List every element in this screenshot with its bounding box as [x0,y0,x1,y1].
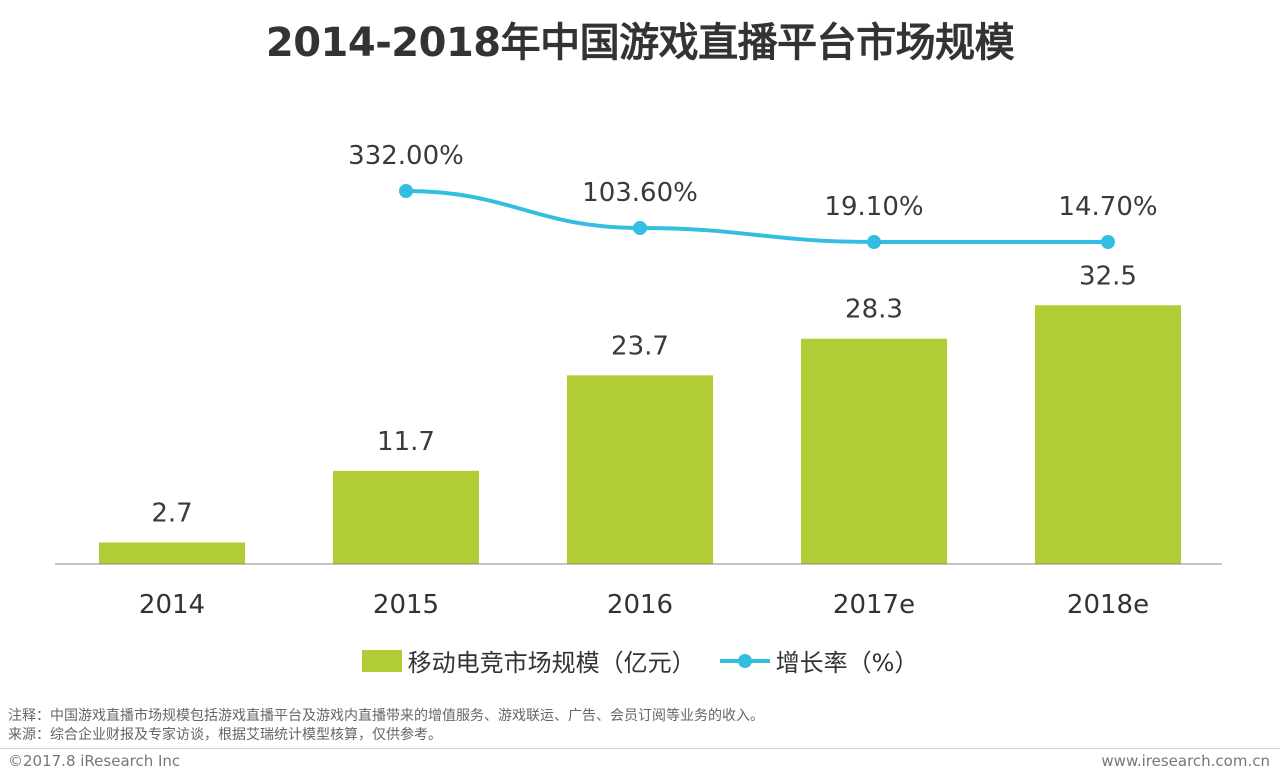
note-text: 注释：中国游戏直播市场规模包括游戏直播平台及游戏内直播带来的增值服务、游戏联运、… [8,708,764,724]
growth-label-2015: 332.00% [348,141,464,171]
growth-line-series: 332.00% 103.60% 19.10% 14.70% [348,141,1158,249]
bar-2018e [1035,305,1181,564]
growth-point-2015 [399,184,413,198]
x-tick-label-2018e: 2018e [1067,590,1149,620]
footer-divider [0,748,1280,749]
x-tick-label-2016: 2016 [607,590,673,620]
x-tick-label-2014: 2014 [139,590,205,620]
growth-point-2018e [1101,235,1115,249]
legend-bar-swatch [361,649,402,672]
bar-value-label-2017e: 28.3 [845,295,903,325]
notes: 注释：中国游戏直播市场规模包括游戏直播平台及游戏内直播带来的增值服务、游戏联运、… [8,707,764,745]
legend-item-line: 增长率（%） [719,643,919,678]
bar-2016 [567,375,713,564]
growth-point-2017e [867,235,881,249]
bar-2017e [801,338,947,564]
legend-line-label: 增长率（%） [775,649,919,677]
bar-series [99,305,1181,564]
growth-line [405,189,1108,244]
x-tick-labels: 2014 2015 2016 2017e 2018e [139,590,1149,620]
footer-copyright: ©2017.8 iResearch Inc [8,752,181,770]
bar-value-label-2015: 11.7 [377,427,435,457]
legend: 移动电竞市场规模（亿元） 增长率（%） [0,643,1280,678]
bar-value-label-2014: 2.7 [151,499,192,529]
footer-website: www.iresearch.com.cn [1101,752,1270,770]
growth-label-2018e: 14.70% [1058,192,1157,222]
growth-label-2016: 103.60% [582,178,698,208]
bar-value-labels: 2.7 11.7 23.7 28.3 32.5 [151,261,1137,528]
legend-line-swatch [719,650,770,672]
bar-2015 [333,470,479,564]
growth-point-2016 [633,221,647,235]
x-tick-label-2015: 2015 [373,590,439,620]
bar-value-label-2016: 23.7 [611,331,669,361]
chart-canvas: 2.711.723.728.332.5 2014 2015 2016 2017e 201… [55,141,1222,620]
bar-2014 [99,542,245,564]
source-text: 来源：综合企业财报及专家访谈，根据艾瑞统计模型核算，仅供参考。 [8,727,442,743]
legend-item-bar: 移动电竞市场规模（亿元） [361,643,696,678]
growth-label-2017e: 19.10% [824,192,923,222]
bar-value-label-2018e: 32.5 [1079,261,1137,291]
x-tick-label-2017e: 2017e [833,590,915,620]
chart-title: 2014-2018年中国游戏直播平台市场规模 [265,20,1015,66]
legend-bar-label: 移动电竞市场规模（亿元） [407,649,696,677]
legend-line-marker [737,653,752,668]
